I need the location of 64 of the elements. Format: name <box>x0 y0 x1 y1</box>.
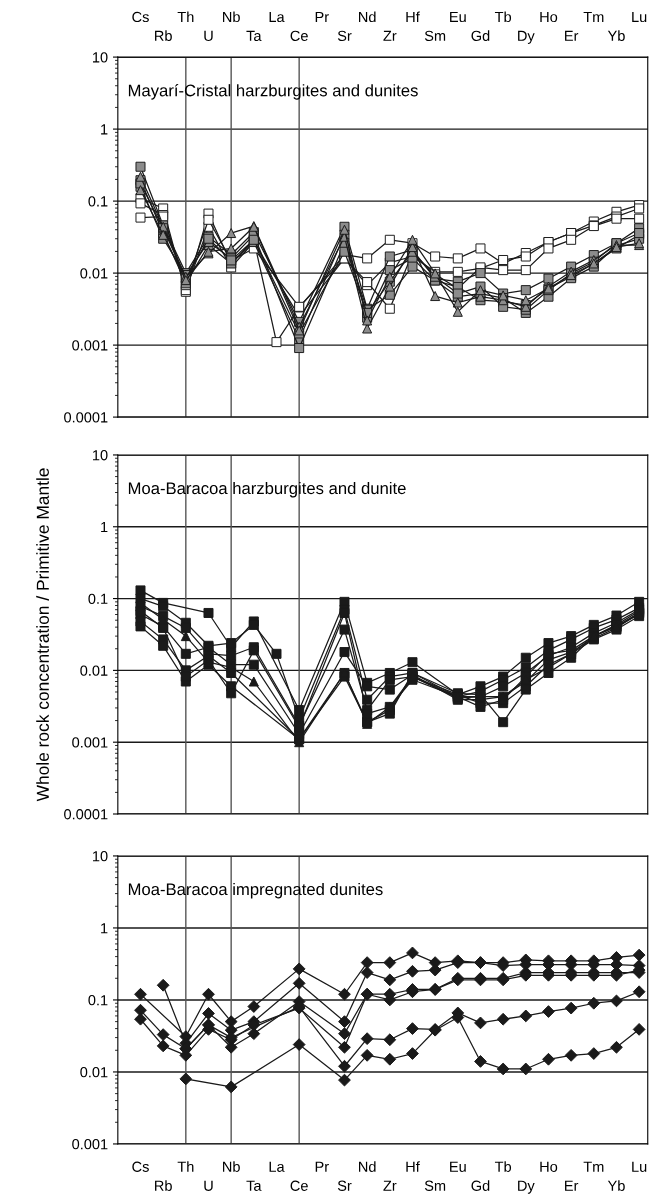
x-tick-label: Ta <box>246 30 262 42</box>
y-tick-label: 0.001 <box>72 737 108 748</box>
y-tick-label: 0.01 <box>80 665 108 676</box>
y-tick-label: 1 <box>101 124 108 135</box>
x-tick-label: Sm <box>424 1180 446 1191</box>
y-tick-label: 0.0001 <box>64 412 108 423</box>
x-tick-label: Eu <box>450 1161 466 1172</box>
y-tick-label: 0.1 <box>88 995 108 1006</box>
y-tick-label: 0.01 <box>80 1067 108 1078</box>
y-tick-label: 0.1 <box>88 196 108 207</box>
x-tick-label: Pr <box>315 11 329 22</box>
x-tick-label: Nb <box>223 11 240 23</box>
x-tick-label: Tm <box>583 1161 604 1172</box>
x-tick-label: Yb <box>607 30 625 42</box>
x-tick-label: Hf <box>406 11 420 22</box>
x-tick-label: Th <box>177 11 194 22</box>
x-tick-label: Zr <box>383 30 397 41</box>
x-tick-label: La <box>269 1161 285 1172</box>
x-tick-label: Ta <box>246 1180 262 1191</box>
x-tick-label: Er <box>565 1180 579 1191</box>
x-tick-label: Ce <box>290 30 308 42</box>
x-tick-label: Gd <box>471 1180 490 1191</box>
y-tick-label: 0.01 <box>80 268 108 279</box>
y-tick-label: 10 <box>93 851 108 862</box>
x-tick-label: Nd <box>359 11 376 23</box>
x-tick-label: Lu <box>632 1161 647 1172</box>
x-tick-label: Nb <box>223 1161 240 1172</box>
x-tick-label: Dy <box>518 30 535 44</box>
x-tick-label: Sm <box>424 30 446 42</box>
x-tick-label: Eu <box>450 11 466 23</box>
x-tick-label: Zr <box>383 1180 397 1191</box>
x-tick-label: Ho <box>540 1161 558 1172</box>
x-tick-label: Rb <box>155 30 172 42</box>
x-tick-label: La <box>269 11 285 23</box>
x-tick-label: Er <box>565 30 579 41</box>
y-tick-label: 0.0001 <box>64 809 108 820</box>
x-tick-label: Nd <box>359 1161 376 1172</box>
y-tick-label: 0.001 <box>72 1139 108 1150</box>
x-tick-label: Tb <box>494 1161 512 1172</box>
x-tick-label: Yb <box>607 1180 625 1191</box>
y-tick-label: 10 <box>93 450 108 461</box>
y-tick-label: 1 <box>101 923 108 934</box>
x-tick-label: Tm <box>583 11 604 22</box>
x-tick-label: Cs <box>132 1161 149 1172</box>
x-tick-label: Th <box>177 1161 194 1172</box>
x-tick-label: Sr <box>337 1180 352 1191</box>
x-tick-label: Lu <box>632 11 647 23</box>
x-tick-label: Cs <box>132 11 149 23</box>
y-tick-label: 0.1 <box>88 593 108 604</box>
x-tick-label: U <box>204 30 213 42</box>
y-axis-title: Whole rock concentration / Primitive Mantle <box>36 468 49 802</box>
x-tick-label: Ho <box>540 11 558 23</box>
x-tick-label: Gd <box>471 30 490 42</box>
y-tick-label: 1 <box>101 522 108 533</box>
x-tick-label: Dy <box>518 1180 535 1194</box>
x-tick-label: Tb <box>494 11 512 23</box>
x-tick-label: Rb <box>155 1180 172 1191</box>
x-tick-label: U <box>204 1180 213 1191</box>
x-tick-label: Ce <box>290 1180 308 1191</box>
y-tick-label: 0.001 <box>72 340 108 351</box>
y-tick-label: 10 <box>93 52 108 63</box>
x-tick-label: Sr <box>337 30 352 42</box>
x-tick-label: Pr <box>315 1161 329 1172</box>
x-tick-label: Hf <box>406 1161 420 1172</box>
